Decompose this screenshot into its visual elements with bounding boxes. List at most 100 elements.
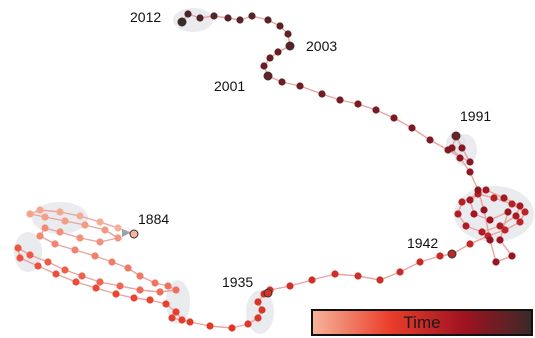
time-point [76, 212, 84, 220]
time-point [96, 278, 104, 286]
time-point [331, 270, 339, 278]
time-point [112, 290, 120, 298]
time-point [81, 221, 89, 229]
time-point [151, 279, 159, 287]
time-point [444, 146, 452, 154]
time-point [466, 168, 474, 176]
time-point [260, 62, 268, 70]
time-point [286, 282, 294, 290]
year-marker-1942 [447, 249, 457, 259]
year-label-1935: 1935 [222, 274, 253, 290]
time-point [224, 14, 232, 22]
time-point [318, 90, 326, 98]
time-point [474, 186, 482, 194]
time-point [308, 276, 316, 284]
time-point [501, 226, 509, 234]
time-point [416, 258, 424, 266]
time-point [436, 252, 444, 260]
year-marker-2003 [285, 41, 295, 51]
time-point [264, 16, 272, 24]
time-point [354, 272, 362, 280]
time-point [44, 258, 52, 266]
time-point [396, 268, 404, 276]
time-legend: Time [311, 309, 533, 336]
time-point [390, 114, 398, 122]
time-point [228, 324, 236, 332]
time-point [36, 232, 44, 240]
time-point [146, 296, 154, 304]
time-point [516, 218, 524, 226]
time-point [56, 208, 64, 216]
time-point [78, 272, 86, 280]
time-point [466, 240, 474, 248]
time-point [372, 106, 380, 114]
time-point [458, 144, 466, 152]
time-point [168, 314, 176, 322]
time-point [91, 252, 99, 260]
time-point [492, 258, 500, 266]
year-marker-1991 [451, 131, 461, 141]
time-point [41, 213, 49, 221]
time-point [236, 16, 244, 24]
time-point [454, 210, 462, 218]
time-point [496, 222, 504, 230]
time-point [254, 298, 262, 306]
time-point [258, 306, 266, 314]
time-point [51, 240, 59, 248]
time-point [34, 262, 42, 270]
time-point [162, 300, 170, 308]
trajectory-segment [171, 289, 271, 329]
legend-label: Time [403, 313, 441, 332]
time-point [196, 14, 204, 22]
time-point [172, 308, 180, 316]
time-point [36, 206, 44, 214]
time-point [61, 266, 69, 274]
year-marker-1884 [129, 229, 139, 239]
time-point [136, 272, 144, 280]
time-point [466, 158, 474, 166]
time-point [172, 286, 180, 294]
time-point [71, 246, 79, 254]
cluster-halo [454, 186, 534, 242]
time-point [16, 254, 24, 262]
time-point [61, 217, 69, 225]
time-point [178, 316, 186, 324]
time-point [478, 228, 486, 236]
time-point [521, 208, 529, 216]
time-point [136, 286, 144, 294]
year-marker-1935 [263, 288, 273, 298]
time-point [92, 284, 100, 292]
time-point [156, 288, 164, 296]
time-point [116, 282, 124, 290]
time-point [101, 226, 109, 234]
time-point [26, 210, 34, 218]
time-point [184, 10, 192, 18]
time-point [248, 12, 256, 20]
time-point [254, 314, 262, 322]
year-markers [122, 17, 461, 298]
time-point [96, 218, 104, 226]
year-label-2003: 2003 [306, 38, 337, 54]
time-point [516, 202, 524, 210]
time-point [108, 258, 116, 266]
time-point [14, 244, 22, 252]
time-point [274, 48, 282, 56]
time-point [124, 264, 132, 272]
time-point [470, 210, 478, 218]
time-point [26, 251, 34, 259]
time-point [458, 198, 466, 206]
cluster-halo [14, 232, 42, 272]
time-point [456, 154, 464, 162]
cluster-halos [14, 8, 534, 334]
time-point [130, 294, 138, 302]
time-point [486, 236, 494, 244]
time-point [512, 212, 520, 220]
time-point [210, 12, 218, 20]
time-point [96, 238, 104, 246]
time-point [408, 124, 416, 132]
time-point [486, 216, 494, 224]
year-label-1884: 1884 [138, 211, 169, 227]
time-point [244, 320, 252, 328]
year-label-1942: 1942 [407, 235, 438, 251]
